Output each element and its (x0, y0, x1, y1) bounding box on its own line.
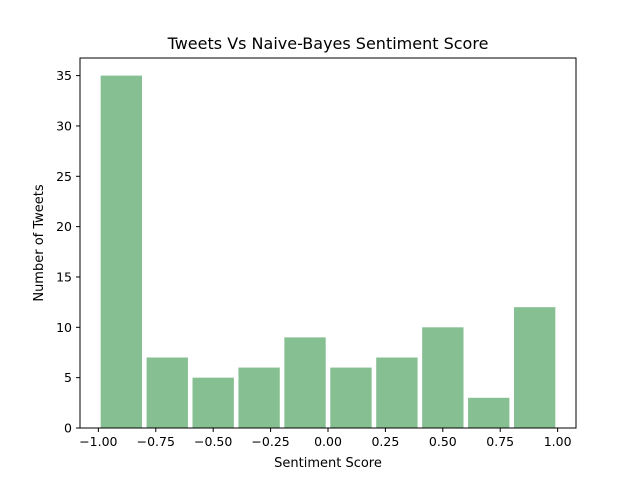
histogram-bar (376, 357, 418, 428)
y-tick-label: 30 (56, 118, 72, 133)
x-tick-label: −0.75 (137, 434, 175, 449)
x-tick-label: −1.00 (79, 434, 117, 449)
histogram-bar (100, 75, 142, 429)
x-tick-label: −0.50 (194, 434, 232, 449)
histogram-bar (514, 307, 556, 428)
x-tick-label: −0.25 (251, 434, 289, 449)
x-axis-ticks: −1.00 −0.75 −0.50 −0.25 0.00 0.25 0.50 0.75 1.00 (79, 428, 572, 449)
x-tick-label: 0.25 (371, 434, 399, 449)
chart-title: Tweets Vs Naive-Bayes Sentiment Score (167, 34, 489, 53)
y-tick-label: 20 (56, 219, 72, 234)
y-tick-label: 10 (56, 320, 72, 335)
y-axis-label: Number of Tweets (32, 184, 47, 302)
bar-group (100, 75, 556, 429)
histogram-bar (468, 397, 510, 428)
histogram-bar (422, 327, 464, 428)
histogram-bar (146, 357, 188, 428)
y-tick-label: 15 (56, 269, 72, 284)
histogram-bar (192, 377, 234, 428)
x-tick-label: 0.50 (429, 434, 457, 449)
histogram-bar (238, 367, 280, 428)
y-tick-label: 0 (64, 421, 72, 436)
y-tick-label: 25 (56, 169, 72, 184)
y-tick-label: 35 (56, 68, 72, 83)
x-axis-label: Sentiment Score (274, 456, 382, 471)
histogram-bar (284, 337, 326, 428)
x-tick-label: 1.00 (544, 434, 572, 449)
y-tick-label: 5 (64, 370, 72, 385)
histogram-bar (330, 367, 372, 428)
x-tick-label: 0.75 (486, 434, 514, 449)
x-tick-label: 0.00 (314, 434, 342, 449)
y-axis-ticks: 0 5 10 15 20 25 30 35 (56, 68, 80, 436)
